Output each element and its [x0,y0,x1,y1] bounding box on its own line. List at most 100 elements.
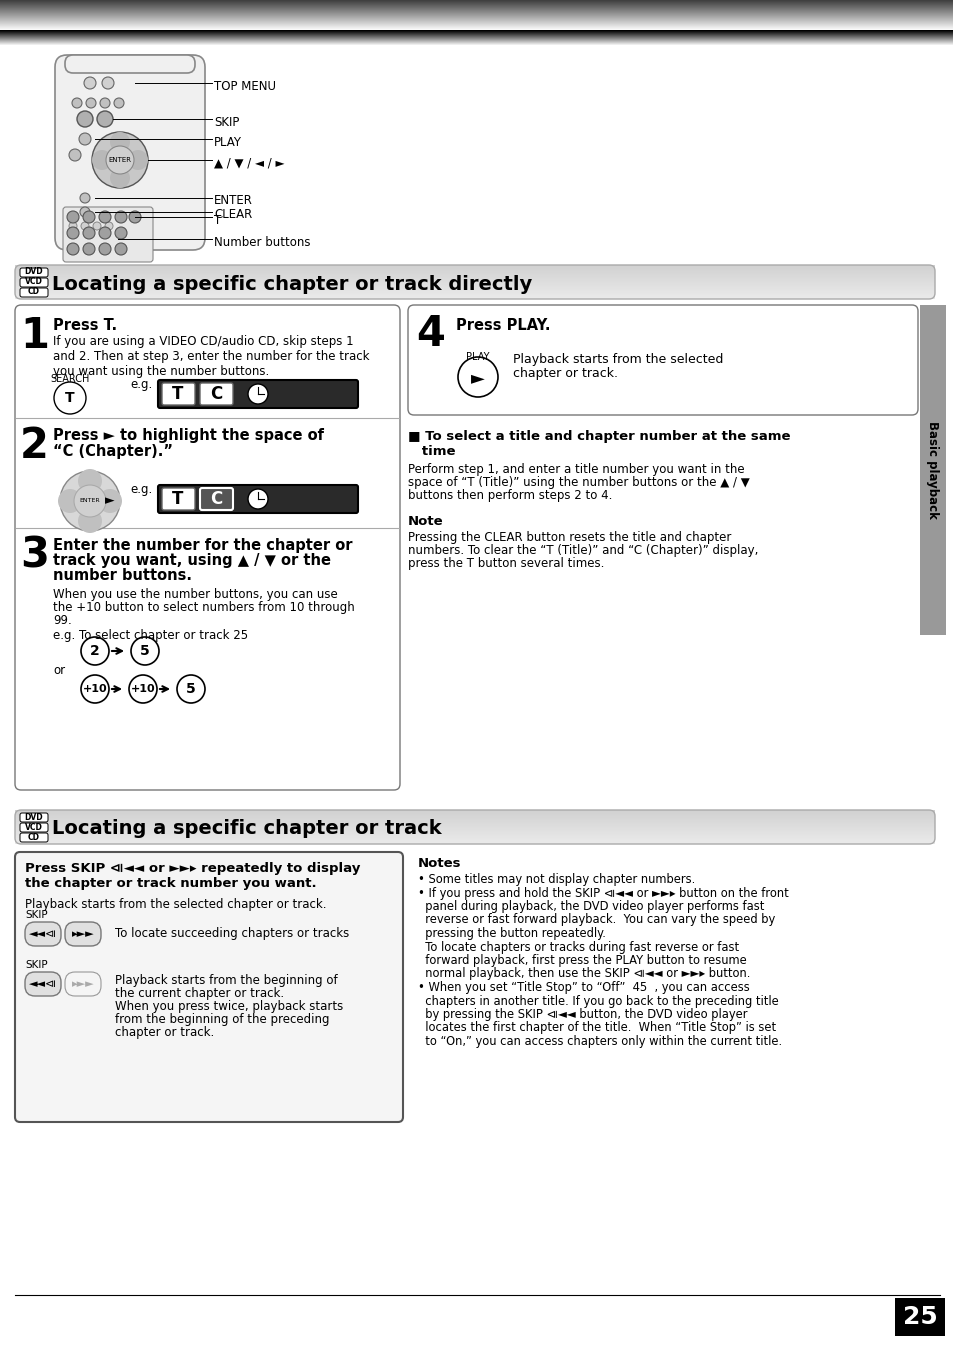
Circle shape [74,485,106,518]
Text: Playback starts from the selected chapter or track.: Playback starts from the selected chapte… [25,898,326,911]
Text: pressing the button repeatedly.: pressing the button repeatedly. [417,927,605,940]
FancyBboxPatch shape [25,922,61,946]
Text: VCD: VCD [25,822,43,832]
Circle shape [113,98,124,108]
Text: time: time [408,445,455,458]
FancyBboxPatch shape [20,813,48,822]
FancyBboxPatch shape [20,833,48,842]
Circle shape [91,132,148,187]
Text: the current chapter or track.: the current chapter or track. [115,987,284,1000]
Circle shape [71,98,82,108]
Text: CLEAR: CLEAR [213,209,252,221]
Circle shape [105,222,112,231]
Circle shape [80,193,90,204]
Circle shape [115,212,127,222]
Text: 2: 2 [20,425,49,466]
Circle shape [80,208,90,217]
Circle shape [67,226,79,239]
Text: Note: Note [408,515,443,528]
Text: track you want, using ▲ / ▼ or the: track you want, using ▲ / ▼ or the [53,553,331,568]
FancyBboxPatch shape [63,208,152,262]
Text: SKIP: SKIP [25,960,48,971]
Circle shape [128,150,148,170]
Text: from the beginning of the preceding: from the beginning of the preceding [115,1012,329,1026]
Text: T: T [172,386,184,403]
Text: TOP MENU: TOP MENU [213,80,275,93]
Text: panel during playback, the DVD video player performs fast: panel during playback, the DVD video pla… [417,900,763,913]
Text: When you press twice, playback starts: When you press twice, playback starts [115,1000,343,1012]
Circle shape [69,150,81,160]
Circle shape [60,470,120,531]
Circle shape [248,489,268,510]
Text: normal playback, then use the SKIP ⧏◄◄ or ►►▸ button.: normal playback, then use the SKIP ⧏◄◄ o… [417,968,750,980]
Circle shape [79,133,91,146]
Text: ◄◄⧏: ◄◄⧏ [29,979,57,989]
Text: Perform step 1, and enter a title number you want in the: Perform step 1, and enter a title number… [408,462,744,476]
FancyBboxPatch shape [162,488,194,510]
Text: 2: 2 [90,644,100,658]
Text: Press PLAY.: Press PLAY. [456,318,550,333]
Text: press the T button several times.: press the T button several times. [408,557,604,570]
FancyBboxPatch shape [20,288,48,297]
Text: to “On,” you can access chapters only within the current title.: to “On,” you can access chapters only wi… [417,1035,781,1047]
FancyBboxPatch shape [55,55,205,249]
Circle shape [110,168,130,187]
FancyBboxPatch shape [20,268,48,276]
Circle shape [92,222,101,231]
Text: chapter or track.: chapter or track. [115,1026,214,1039]
Text: Press T.: Press T. [53,318,117,333]
Text: ▸►►: ▸►► [71,929,94,940]
Text: Playback starts from the beginning of: Playback starts from the beginning of [115,975,337,987]
Text: reverse or fast forward playback.  You can vary the speed by: reverse or fast forward playback. You ca… [417,914,775,926]
Text: 4: 4 [416,313,444,355]
Bar [894,1298,944,1336]
Text: chapter or track.: chapter or track. [513,367,618,380]
Circle shape [102,77,113,89]
Circle shape [129,212,141,222]
Text: the chapter or track number you want.: the chapter or track number you want. [25,878,316,890]
Circle shape [129,675,157,704]
Text: DVD: DVD [25,813,43,821]
Text: ►: ► [471,369,484,387]
Text: or: or [53,665,65,678]
Text: ENTER: ENTER [80,499,100,504]
Text: C: C [210,386,222,403]
Text: Locating a specific chapter or track: Locating a specific chapter or track [52,820,441,838]
Circle shape [78,469,102,493]
Text: ▲ / ▼ / ◄ / ►: ▲ / ▼ / ◄ / ► [213,156,284,170]
Text: the +10 button to select numbers from 10 through: the +10 button to select numbers from 10… [53,601,355,613]
Text: Press ► to highlight the space of: Press ► to highlight the space of [53,429,324,443]
Circle shape [58,489,82,514]
Text: PLAY: PLAY [213,136,242,148]
FancyBboxPatch shape [200,488,233,510]
Text: ENTER: ENTER [109,156,132,163]
Circle shape [77,111,92,127]
Text: forward playback, first press the PLAY button to resume: forward playback, first press the PLAY b… [417,954,746,967]
Circle shape [81,675,109,704]
Text: Pressing the CLEAR button resets the title and chapter: Pressing the CLEAR button resets the tit… [408,531,731,545]
Circle shape [86,98,96,108]
Circle shape [84,77,96,89]
Text: • If you press and hold the SKIP ⧏◄◄ or ►►▸ button on the front: • If you press and hold the SKIP ⧏◄◄ or … [417,887,788,899]
FancyBboxPatch shape [15,305,399,790]
Text: Locating a specific chapter or track directly: Locating a specific chapter or track dir… [52,275,532,294]
Circle shape [67,243,79,255]
Text: number buttons.: number buttons. [53,568,192,582]
Circle shape [67,212,79,222]
Circle shape [69,222,77,231]
FancyBboxPatch shape [408,305,917,415]
Text: 3: 3 [20,535,49,577]
Text: C: C [210,491,222,508]
Circle shape [91,150,112,170]
Circle shape [98,489,122,514]
Circle shape [177,675,205,704]
Text: chapters in another title. If you go back to the preceding title: chapters in another title. If you go bac… [417,995,778,1007]
FancyBboxPatch shape [65,55,194,73]
Text: “C (Chapter).”: “C (Chapter).” [53,443,172,460]
Circle shape [78,510,102,532]
Text: DVD: DVD [25,267,43,276]
Text: To locate succeeding chapters or tracks: To locate succeeding chapters or tracks [115,927,349,941]
Text: If you are using a VIDEO CD/audio CD, skip steps 1
and 2. Then at step 3, enter : If you are using a VIDEO CD/audio CD, sk… [53,336,369,377]
Text: 25: 25 [902,1305,937,1329]
Circle shape [106,146,133,174]
